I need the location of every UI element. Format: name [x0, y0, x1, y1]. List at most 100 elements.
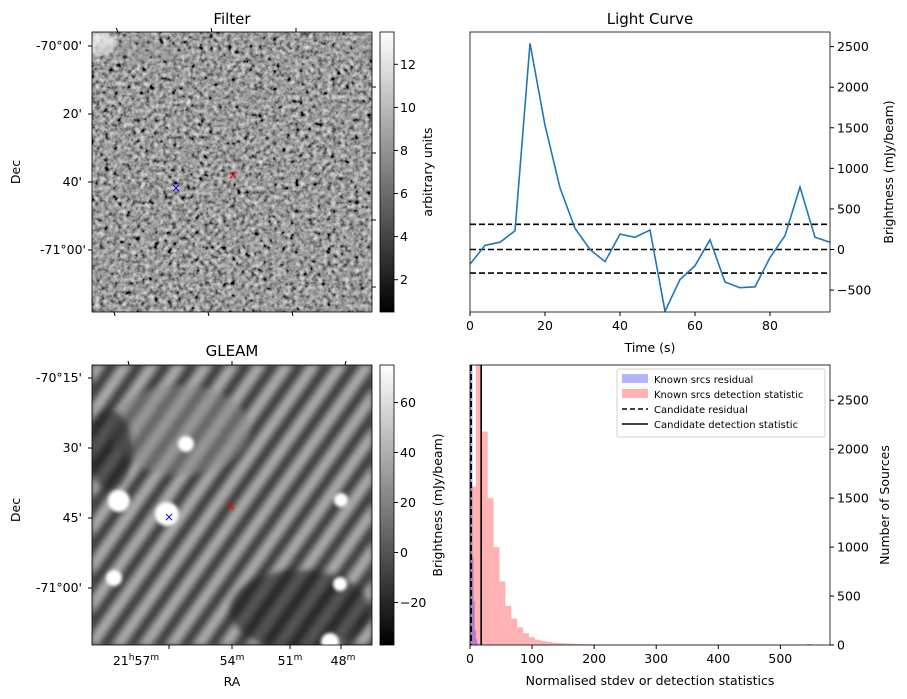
y-tick-label: 1500 — [837, 120, 869, 135]
legend-label: Known srcs residual — [654, 375, 753, 386]
light-curve-panel: Light Curve 0 20 40 60 80 −500 0 500 1000 1500 20… — [466, 10, 896, 355]
gleam-cb-tick: −20 — [400, 595, 426, 610]
y-tick-label: 500 — [837, 201, 861, 216]
light-curve-series — [470, 43, 830, 312]
detection-bar — [511, 618, 518, 645]
x-tick-label: 0 — [466, 651, 474, 666]
light-curve-plot — [470, 43, 830, 312]
filter-title: Filter — [213, 10, 251, 28]
detection-bar — [517, 627, 524, 645]
filter-colorbar: 2 4 6 8 10 12 arbitrary units — [379, 31, 435, 313]
gleam-ra-axis: 21h57m 54m 51m 48m — [113, 653, 356, 668]
detection-bar — [470, 486, 476, 645]
y-tick-label: 1000 — [837, 161, 869, 176]
histogram-xlabel: Normalised stdev or detection statistics — [526, 673, 775, 688]
filter-cb-tick: 10 — [400, 100, 416, 115]
marker-candidate: × — [228, 168, 238, 182]
filter-dec-tick: -70°00' — [36, 38, 82, 53]
detection-bar — [499, 581, 506, 645]
y-tick-label: 2500 — [837, 39, 869, 54]
residual-bar — [473, 600, 475, 645]
x-tick-label: 60 — [687, 318, 703, 333]
histogram-left-ylabel: Brightness (mJy/beam) — [430, 433, 445, 576]
gleam-ylabel: Dec — [8, 498, 23, 522]
filter-cb-tick: 6 — [400, 186, 408, 201]
y-tick-label: 1000 — [837, 540, 869, 555]
filter-cb-tick: 12 — [400, 57, 416, 72]
light-curve-xlabel: Time (s) — [624, 340, 676, 355]
y-tick-label: 1500 — [837, 491, 869, 506]
y-tick-label: 2500 — [837, 393, 869, 408]
gleam-xlabel: RA — [224, 674, 241, 689]
detection-bar — [487, 498, 494, 645]
detection-bar — [523, 633, 529, 645]
gleam-cb-tick: 60 — [400, 395, 416, 410]
x-tick-label: 500 — [768, 651, 792, 666]
gleam-cb-tick: 0 — [400, 545, 408, 560]
gleam-image — [92, 365, 372, 645]
histogram-ylabel: Number of Sources — [877, 445, 892, 565]
histogram-plot — [470, 365, 824, 645]
histogram-legend: Known srcs residual Known srcs detection… — [616, 368, 826, 438]
gleam-ra-tick: 21h57m — [113, 653, 159, 668]
gleam-marker-known-source: × — [164, 510, 174, 524]
gleam-colorbar: −20 0 20 40 60 — [379, 364, 426, 646]
gleam-colorbar-ticks: −20 0 20 40 60 — [394, 395, 426, 610]
residual-bar — [474, 630, 476, 645]
y-tick-label: 500 — [837, 589, 861, 604]
histogram-y-ticks: 0 500 1000 1500 2000 2500 — [830, 393, 869, 653]
gleam-cb-tick: 40 — [400, 445, 416, 460]
gleam-ra-tick: 51m — [278, 653, 303, 668]
gleam-cb-tick: 20 — [400, 495, 416, 510]
x-tick-label: 20 — [537, 318, 553, 333]
y-tick-label: 0 — [837, 242, 845, 257]
gleam-dec-axis: -70°15' 30' 45' -71°00' — [36, 360, 347, 649]
filter-image — [92, 32, 372, 312]
y-tick-label: −500 — [837, 283, 871, 298]
histogram-x-ticks: 0 100 200 300 400 500 — [466, 645, 792, 666]
legend-label: Candidate residual — [654, 405, 748, 416]
gleam-marker-candidate: × — [226, 499, 236, 513]
detection-bar — [570, 643, 577, 645]
detection-bar — [493, 547, 500, 645]
detection-bar — [475, 365, 482, 645]
detection-bar — [558, 643, 565, 645]
detection-bar — [546, 642, 553, 645]
filter-panel: Filter × × -70°00' 20' 40' -71°00' — [8, 10, 435, 317]
detection-bar — [806, 644, 812, 645]
residual-bar — [472, 556, 474, 645]
detection-bar — [540, 641, 547, 645]
filter-ylabel: Dec — [8, 160, 23, 184]
light-curve-y-ticks: −500 0 500 1000 1500 2000 2500 — [830, 39, 871, 298]
gleam-dec-tick: 45' — [63, 510, 82, 525]
light-curve-ylabel: Brightness (mJy/beam) — [881, 100, 896, 243]
light-curve-title: Light Curve — [607, 10, 693, 28]
legend-swatch-residual — [622, 374, 648, 383]
gleam-dec-tick: -71°00' — [36, 580, 82, 595]
filter-dec-tick: -71°00' — [40, 242, 86, 257]
x-tick-label: 80 — [762, 318, 778, 333]
light-curve-x-ticks: 0 20 40 60 80 — [466, 312, 778, 333]
detection-bar — [552, 642, 559, 645]
filter-colorbar-label: arbitrary units — [420, 127, 435, 216]
legend-label: Known srcs detection statistic — [654, 390, 803, 401]
x-tick-label: 100 — [520, 651, 544, 666]
marker-known-source: × — [171, 181, 181, 195]
gleam-title: GLEAM — [206, 342, 259, 360]
x-tick-label: 300 — [644, 651, 668, 666]
detection-bar — [528, 637, 535, 645]
x-tick-label: 200 — [582, 651, 606, 666]
detection-bar — [534, 639, 541, 645]
filter-cb-tick: 2 — [400, 272, 408, 287]
gleam-ra-tick: 48m — [331, 653, 356, 668]
y-tick-label: 0 — [837, 638, 845, 653]
legend-label: Candidate detection statistic — [654, 420, 798, 431]
histogram-panel: 0 100 200 300 400 500 0 500 1000 1500 2000 2500 No… — [430, 364, 892, 688]
detection-bar — [564, 643, 571, 645]
gleam-ra-tick: 54m — [220, 653, 245, 668]
filter-colorbar-ticks: 2 4 6 8 10 12 — [394, 57, 416, 287]
filter-dec-axis: -70°00' 20' 40' -71°00' — [36, 27, 376, 317]
x-tick-label: 0 — [466, 318, 474, 333]
legend-swatch-detection — [622, 389, 648, 398]
